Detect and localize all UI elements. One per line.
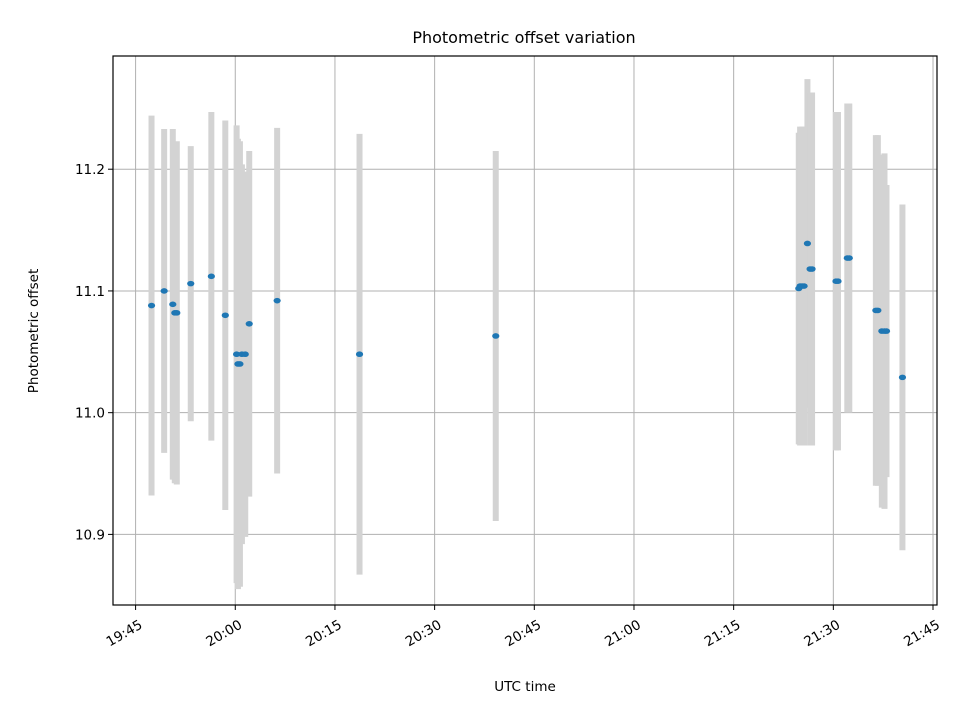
- data-point: [273, 297, 281, 304]
- y-tick-label: 10.9: [75, 527, 105, 543]
- data-point: [845, 255, 853, 261]
- y-tick-label: 11.2: [75, 162, 105, 178]
- y-tick-label: 11.0: [75, 406, 105, 422]
- data-point: [874, 307, 882, 314]
- data-point: [147, 302, 156, 309]
- data-point: [169, 301, 177, 308]
- data-point: [221, 312, 229, 319]
- data-point: [245, 321, 253, 327]
- y-axis-label: Photometric offset: [26, 269, 42, 393]
- data-point: [898, 374, 907, 381]
- data-point: [233, 351, 241, 358]
- data-point: [241, 351, 249, 358]
- data-markers: [147, 240, 907, 381]
- data-point: [800, 283, 808, 289]
- plot-frame: [112, 55, 938, 606]
- data-point: [803, 240, 812, 247]
- data-point: [808, 266, 816, 272]
- y-axis: 10.9 11.0 11.1 11.2: [75, 162, 113, 543]
- data-point: [207, 273, 215, 280]
- data-point: [236, 361, 244, 367]
- x-axis-label: UTC time: [494, 679, 556, 695]
- data-point: [187, 280, 195, 287]
- data-point: [160, 288, 168, 294]
- data-point: [882, 328, 891, 334]
- data-point: [173, 310, 181, 316]
- y-tick-label: 11.1: [75, 284, 105, 300]
- data-point: [492, 333, 500, 339]
- data-point: [834, 278, 842, 284]
- data-point: [355, 351, 364, 358]
- chart-title: Photometric offset variation: [412, 28, 635, 47]
